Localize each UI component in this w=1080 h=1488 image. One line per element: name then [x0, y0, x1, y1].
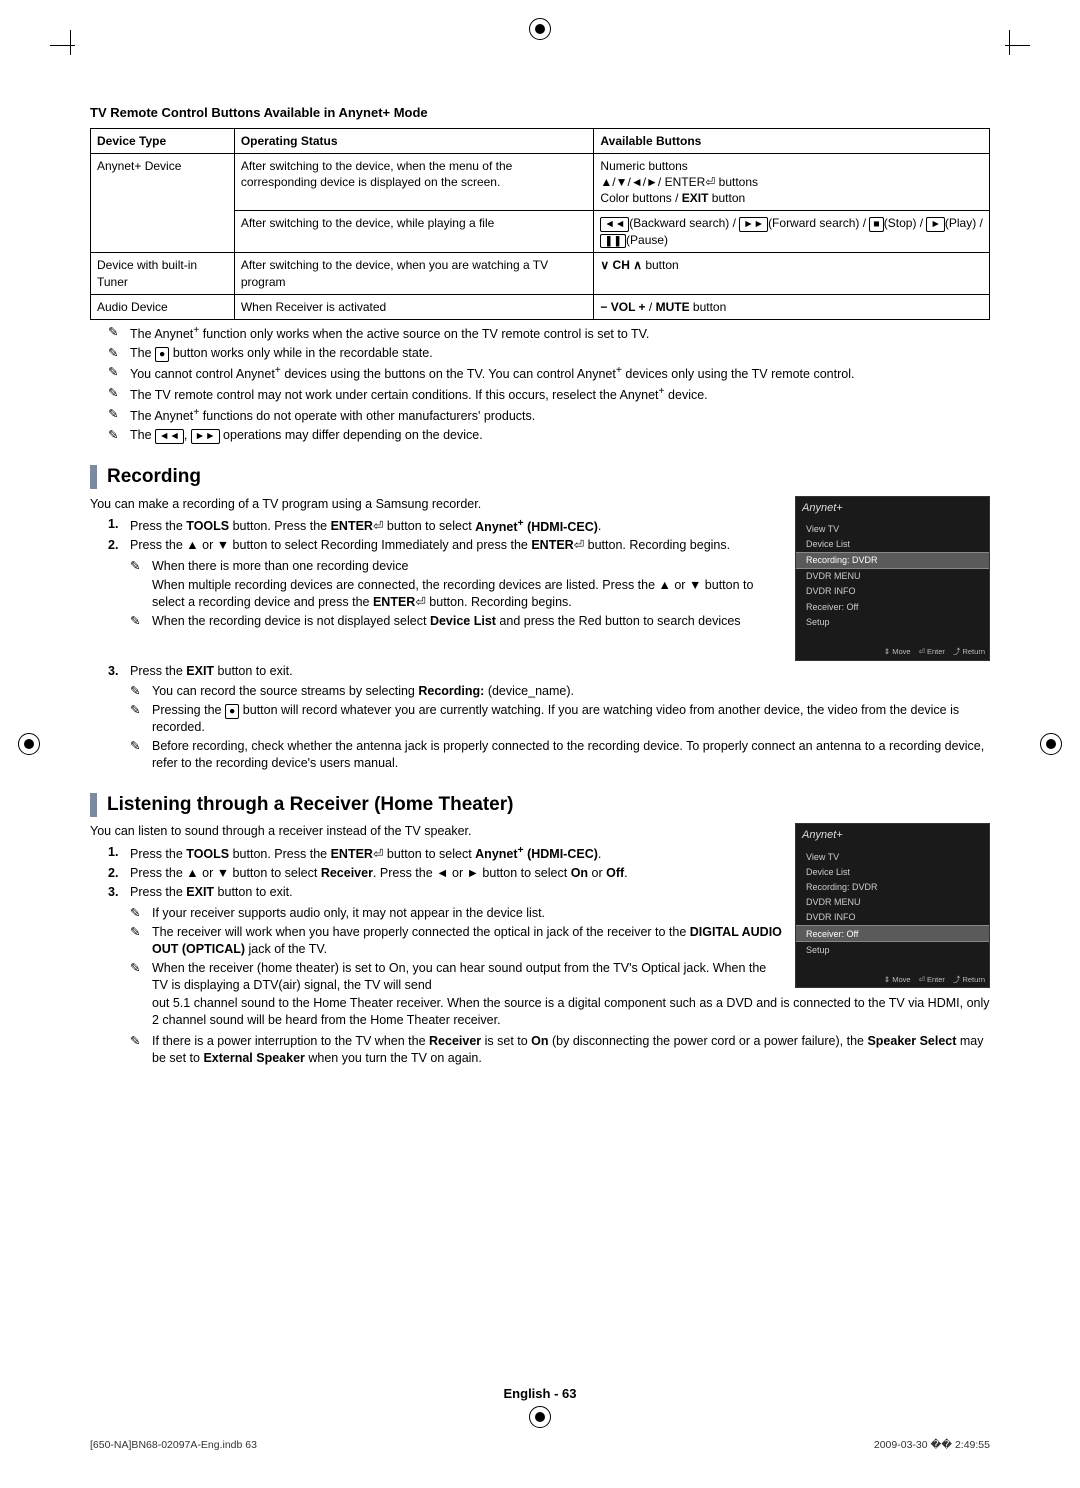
imprint-left: [650-NA]BN68-02097A-Eng.indb 63 [90, 1438, 257, 1452]
cell: ∨ CH ∧ button [594, 253, 990, 294]
note: The Anynet+ functions do not operate wit… [90, 406, 990, 425]
menu-foot-item: ⤴ Return [953, 647, 985, 657]
step: 1. Press the TOOLS button. Press the ENT… [90, 516, 785, 535]
th-available-buttons: Available Buttons [594, 128, 990, 153]
receiver-steps: 1. Press the TOOLS button. Press the ENT… [90, 844, 785, 993]
step: 3. Press the EXIT button to exit. You ca… [90, 663, 990, 772]
cell: Audio Device [91, 294, 235, 319]
subnote: If there is a power interruption to the … [130, 1033, 990, 1067]
menu-foot-item: ⏎ Enter [919, 647, 945, 657]
cell-line: Numeric buttons [600, 158, 983, 174]
reg-mark-left [18, 733, 40, 755]
receiver-intro: You can listen to sound through a receiv… [90, 823, 785, 840]
buttons-table: Device Type Operating Status Available B… [90, 128, 990, 321]
section1-title: TV Remote Control Buttons Available in A… [90, 104, 990, 122]
menu-foot-item: ⤴ Return [953, 975, 985, 985]
step: 2. Press the ▲ or ▼ button to select Rec… [90, 537, 785, 629]
menu-item: Recording: DVDR [796, 552, 989, 569]
step: 3. Press the EXIT button to exit. If you… [90, 884, 785, 993]
menu-item: Setup [796, 942, 989, 957]
heading-bar-icon [90, 465, 97, 489]
menu-item: DVDR INFO [796, 584, 989, 599]
note: You cannot control Anynet+ devices using… [90, 364, 990, 383]
note: The ◄◄, ►► operations may differ dependi… [90, 427, 990, 444]
manual-page: TV Remote Control Buttons Available in A… [0, 0, 1080, 1488]
menu-title: Anynet+ [796, 497, 989, 520]
menu-foot-item: ⏎ Enter [919, 975, 945, 985]
cell: Numeric buttons ▲/▼/◄/►/ ENTER⏎ buttons … [594, 153, 990, 211]
subnote: When there is more than one recording de… [130, 558, 785, 611]
crop-mark [50, 45, 75, 46]
heading-text: Listening through a Receiver (Home Theat… [107, 792, 513, 818]
th-device-type: Device Type [91, 128, 235, 153]
note: The ● button works only while in the rec… [90, 345, 990, 362]
subnote-body: When multiple recording devices are conn… [152, 577, 785, 611]
imprint-right: 2009-03-30 �� 2:49:55 [874, 1438, 990, 1452]
menu-item: Receiver: Off [796, 599, 989, 614]
menu-title: Anynet+ [796, 824, 989, 847]
reg-mark-top [529, 18, 551, 40]
subnote: When the receiver (home theater) is set … [130, 960, 785, 994]
receiver-notes-cont: If there is a power interruption to the … [90, 1033, 990, 1067]
reg-mark-bottom [529, 1406, 551, 1428]
cell: − VOL + / MUTE button [594, 294, 990, 319]
cell-anynet-device: Anynet+ Device [91, 153, 235, 253]
imprint: [650-NA]BN68-02097A-Eng.indb 63 2009-03-… [90, 1438, 990, 1452]
notes-list: The Anynet+ function only works when the… [90, 324, 990, 444]
menu-foot-item: ⇕ Move [884, 975, 911, 985]
recording-steps: 1. Press the TOOLS button. Press the ENT… [90, 516, 785, 629]
cell: After switching to the device, when the … [234, 153, 594, 211]
recording-heading: Recording [90, 464, 990, 490]
reg-mark-right [1040, 733, 1062, 755]
menu-item: View TV [796, 521, 989, 536]
subnote: If your receiver supports audio only, it… [130, 905, 785, 922]
cell: ◄◄(Backward search) / ►►(Forward search)… [594, 211, 990, 253]
th-operating-status: Operating Status [234, 128, 594, 153]
note: The TV remote control may not work under… [90, 385, 990, 404]
menu-item: Receiver: Off [796, 925, 989, 942]
recording-steps-cont: 3. Press the EXIT button to exit. You ca… [90, 663, 990, 772]
step: 2. Press the ▲ or ▼ button to select Rec… [90, 865, 785, 882]
receiver-note-cont: out 5.1 channel sound to the Home Theate… [90, 995, 990, 1029]
menu-item: Setup [796, 614, 989, 629]
subnote: You can record the source streams by sel… [130, 683, 990, 700]
subnote: Before recording, check whether the ante… [130, 738, 990, 772]
crop-mark [1009, 30, 1010, 55]
subnote: When the recording device is not display… [130, 613, 785, 630]
cell: When Receiver is activated [234, 294, 594, 319]
page-footer: English - 63 [0, 1385, 1080, 1403]
cell-line: ▲/▼/◄/►/ ENTER⏎ buttons [600, 174, 983, 190]
menu-item: DVDR INFO [796, 910, 989, 925]
menu-item: View TV [796, 849, 989, 864]
menu-item: Device List [796, 864, 989, 879]
subnote: The receiver will work when you have pro… [130, 924, 785, 958]
heading-text: Recording [107, 464, 201, 490]
menu-item: Device List [796, 537, 989, 552]
cell: After switching to the device, when you … [234, 253, 594, 294]
heading-bar-icon [90, 793, 97, 817]
step: 1. Press the TOOLS button. Press the ENT… [90, 844, 785, 863]
menu-item: DVDR MENU [796, 895, 989, 910]
cell-line: Color buttons / EXIT button [600, 190, 983, 206]
menu-item: Recording: DVDR [796, 880, 989, 895]
cell: After switching to the device, while pla… [234, 211, 594, 253]
menu-screenshot-recording: Anynet+ View TVDevice ListRecording: DVD… [795, 496, 990, 661]
menu-foot-item: ⇕ Move [884, 647, 911, 657]
crop-mark [70, 30, 71, 55]
menu-screenshot-receiver: Anynet+ View TVDevice ListRecording: DVD… [795, 823, 990, 988]
note: The Anynet+ function only works when the… [90, 324, 990, 343]
cell: Device with built-in Tuner [91, 253, 235, 294]
subnote: Pressing the ● button will record whatev… [130, 702, 990, 736]
menu-item: DVDR MENU [796, 569, 989, 584]
recording-intro: You can make a recording of a TV program… [90, 496, 785, 513]
receiver-heading: Listening through a Receiver (Home Theat… [90, 792, 990, 818]
